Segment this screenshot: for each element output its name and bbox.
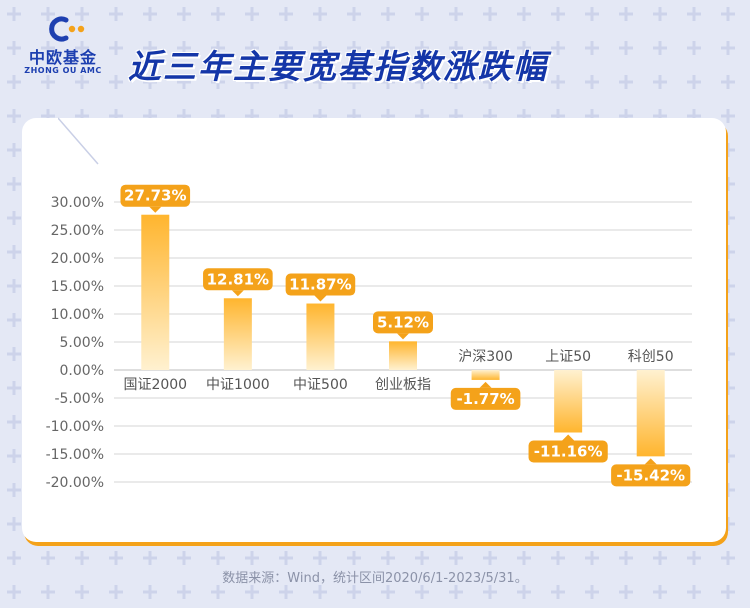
y-tick-label: -5.00% [54, 391, 104, 407]
y-tick-label: 10.00% [51, 307, 104, 323]
y-tick-label: 20.00% [51, 251, 104, 267]
bar [554, 370, 583, 433]
y-tick-label: -10.00% [46, 419, 104, 435]
svg-text:-11.16%: -11.16% [534, 442, 603, 460]
data-source-note: 数据来源：Wind，统计区间2020/6/1-2023/5/31。 [222, 571, 528, 586]
svg-text:11.87%: 11.87% [289, 276, 351, 294]
brand-name-cn: 中欧基金 [28, 48, 97, 67]
category-label: 中证1000 [206, 377, 270, 393]
bar [223, 298, 252, 370]
bar [306, 303, 335, 370]
y-tick-label: 15.00% [51, 279, 104, 295]
value-label: -15.42% [611, 458, 691, 487]
svg-text:27.73%: 27.73% [124, 187, 186, 205]
value-label: -11.16% [528, 434, 608, 463]
svg-text:-1.77%: -1.77% [456, 390, 514, 408]
bar-chart: 30.00% 25.00% 20.00% 15.00% 10.00% 5.00% 0.00%… [46, 184, 692, 491]
bar [471, 370, 500, 380]
value-label: 27.73% [120, 184, 191, 213]
y-tick-label: 0.00% [60, 363, 104, 379]
y-tick-label: -20.00% [46, 475, 104, 491]
bar [636, 370, 665, 457]
bar [389, 341, 417, 370]
header: 中欧基金 ZHONG OU AMC 近三年主要宽基指数涨跌幅 [0, 0, 750, 110]
page-title: 近三年主要宽基指数涨跌幅 [128, 47, 548, 86]
category-label: 上证50 [545, 349, 591, 365]
value-label: 12.81% [203, 268, 273, 297]
value-label: -1.77% [450, 381, 521, 410]
svg-text:12.81%: 12.81% [207, 270, 269, 288]
category-label: 沪深300 [458, 349, 513, 365]
svg-text:5.12%: 5.12% [377, 313, 429, 331]
value-label: 5.12% [373, 311, 433, 340]
brand-logo: 中欧基金 ZHONG OU AMC [18, 12, 108, 82]
category-label: 创业板指 [375, 377, 431, 393]
y-tick-label: -15.00% [46, 447, 104, 463]
category-label: 国证2000 [123, 377, 187, 393]
y-tick-label: 30.00% [51, 195, 104, 211]
value-label: 11.87% [285, 273, 356, 302]
y-tick-label: 5.00% [60, 335, 104, 351]
brand-logo-icon [49, 16, 85, 42]
category-label: 科创50 [628, 349, 674, 365]
bar [141, 214, 170, 370]
svg-text:-15.42%: -15.42% [616, 466, 685, 484]
category-label: 中证500 [293, 377, 348, 393]
brand-name-en: ZHONG OU AMC [24, 66, 102, 75]
y-tick-label: 25.00% [51, 223, 104, 239]
card-tab-notch [58, 117, 118, 165]
